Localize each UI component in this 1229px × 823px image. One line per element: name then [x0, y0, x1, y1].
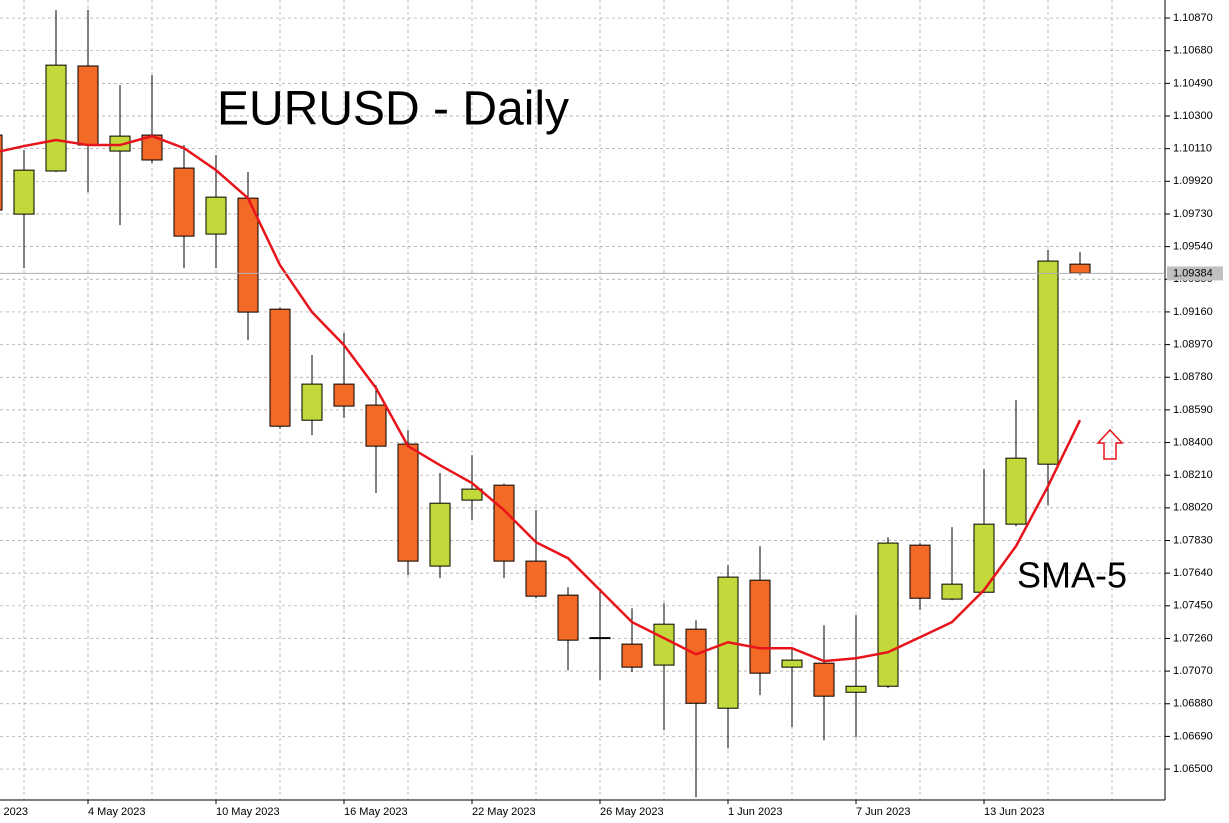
candle-body — [1037, 260, 1059, 465]
y-tick-label: 1.07070 — [1173, 665, 1213, 677]
x-tick-label: 2023 — [4, 806, 28, 818]
x-tick-label: 26 May 2023 — [600, 806, 664, 818]
y-tick-label: 1.09920 — [1173, 175, 1213, 187]
y-tick-label: 1.10300 — [1173, 110, 1213, 122]
candle-body — [205, 196, 227, 235]
y-tick-label: 1.09730 — [1173, 208, 1213, 220]
candle-body — [685, 628, 707, 704]
candle-body — [333, 383, 355, 407]
candle-body — [621, 643, 643, 668]
y-tick-label: 1.09160 — [1173, 306, 1213, 318]
candle-body — [461, 488, 483, 501]
candle-body — [653, 623, 675, 666]
x-tick-label: 4 May 2023 — [88, 806, 145, 818]
candle-body — [557, 594, 579, 641]
y-tick-label: 1.07260 — [1173, 632, 1213, 644]
sma-label: SMA-5 — [1017, 555, 1127, 596]
candle-body — [301, 383, 323, 421]
x-tick-label: 10 May 2023 — [216, 806, 280, 818]
y-tick-label: 1.08590 — [1173, 404, 1213, 416]
x-tick-label: 16 May 2023 — [344, 806, 408, 818]
candle-body — [877, 542, 899, 687]
candle-body — [909, 544, 931, 599]
y-tick-label: 1.08400 — [1173, 436, 1213, 448]
candle-body — [365, 404, 387, 447]
candle-body — [13, 169, 35, 215]
y-tick-label: 1.09540 — [1173, 241, 1213, 253]
y-tick-label: 1.10870 — [1173, 12, 1213, 24]
candle-body — [109, 135, 131, 152]
candle-body — [845, 685, 867, 693]
marks — [0, 9, 1091, 798]
y-tick-label: 1.10490 — [1173, 77, 1213, 89]
y-tick-label: 1.08020 — [1173, 502, 1213, 514]
grid — [0, 0, 1165, 800]
y-tick-label: 1.07450 — [1173, 600, 1213, 612]
candle-body — [973, 523, 995, 593]
candle-body — [1069, 263, 1091, 274]
y-tick-label: 1.07830 — [1173, 534, 1213, 546]
candle-body — [0, 134, 3, 211]
x-tick-label: 7 Jun 2023 — [856, 806, 910, 818]
y-tick-label: 1.06690 — [1173, 730, 1213, 742]
sma-line — [0, 134, 1082, 663]
candle-body — [429, 502, 451, 567]
candle-body — [45, 64, 67, 172]
candle-body — [941, 583, 963, 600]
y-tick-label: 1.06880 — [1173, 698, 1213, 710]
y-tick-label: 1.08970 — [1173, 338, 1213, 350]
y-tick-label: 1.10680 — [1173, 45, 1213, 57]
y-tick-label: 1.06500 — [1173, 763, 1213, 775]
x-tick-label: 22 May 2023 — [472, 806, 536, 818]
candle-body — [781, 659, 803, 668]
candle-body — [589, 637, 611, 640]
candle-body — [1005, 457, 1027, 525]
chart-title: EURUSD - Daily — [217, 83, 569, 136]
y-tick-label: 1.07640 — [1173, 567, 1213, 579]
candle-body — [77, 65, 99, 146]
candle-body — [173, 167, 195, 237]
y-tick-label: 1.08780 — [1173, 371, 1213, 383]
y-tick-label: 1.10110 — [1173, 143, 1212, 155]
candle-body — [525, 560, 547, 597]
y-tick-label: 1.08210 — [1173, 469, 1213, 481]
x-tick-label: 13 Jun 2023 — [984, 806, 1045, 818]
x-tick-label: 1 Jun 2023 — [728, 806, 782, 818]
candle-body — [749, 579, 771, 674]
up-arrow — [1096, 428, 1124, 460]
candle-body — [269, 308, 291, 427]
current-price-label: 1.09384 — [1173, 267, 1213, 279]
current-price-box — [1167, 266, 1223, 281]
candle-body — [813, 662, 835, 697]
candle-body — [397, 443, 419, 562]
candle-body — [493, 484, 515, 562]
